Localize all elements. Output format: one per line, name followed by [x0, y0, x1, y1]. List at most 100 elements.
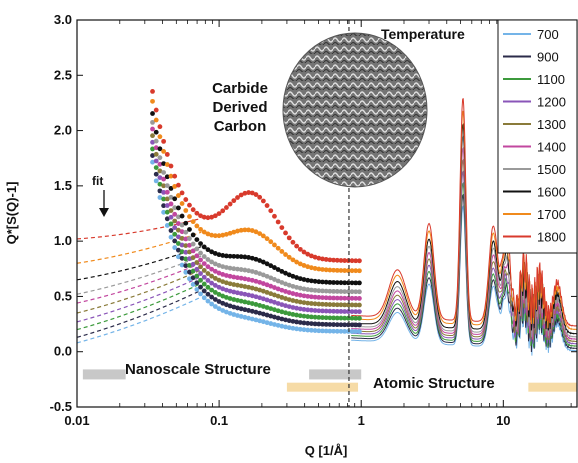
fit-line-1700	[77, 231, 202, 264]
point-900	[260, 311, 266, 317]
point-1100	[305, 314, 311, 319]
point-1800	[286, 235, 292, 241]
point-1400	[249, 277, 255, 283]
point-1700	[342, 268, 348, 273]
point-1500	[345, 289, 351, 295]
point-1800	[327, 257, 333, 263]
point-900	[231, 304, 237, 310]
point-1100	[342, 315, 348, 321]
point-1400	[301, 293, 307, 299]
point-1800	[187, 202, 192, 208]
point-700	[260, 319, 266, 325]
point-1500	[246, 268, 251, 274]
point-700	[242, 314, 248, 320]
point-1500	[242, 267, 248, 273]
point-1600	[323, 279, 329, 285]
point-700	[301, 327, 307, 333]
point-1500	[301, 286, 307, 292]
point-1100	[175, 241, 181, 246]
point-1500	[161, 170, 167, 175]
point-1100	[264, 305, 270, 310]
point-1500	[198, 250, 203, 256]
point-1800	[338, 258, 344, 263]
point-1800	[334, 257, 340, 263]
point-1100	[190, 268, 196, 274]
point-1500	[305, 287, 311, 292]
fit-line-1200	[77, 276, 202, 323]
point-1400	[205, 264, 211, 270]
x-tick-label: 0.01	[64, 413, 89, 428]
point-1700	[290, 257, 296, 263]
point-1400	[179, 229, 185, 235]
point-1400	[216, 270, 222, 276]
point-900	[257, 310, 263, 316]
point-1700	[224, 231, 229, 237]
point-1400	[183, 236, 189, 242]
point-1200	[161, 189, 167, 195]
point-1200	[257, 295, 263, 301]
point-1100	[224, 294, 229, 300]
point-700	[238, 314, 244, 319]
point-1800	[246, 190, 251, 195]
point-900	[205, 291, 211, 297]
point-1100	[290, 312, 296, 317]
point-1800	[268, 208, 274, 214]
point-700	[157, 195, 163, 200]
point-1300	[183, 243, 189, 249]
point-1300	[297, 299, 303, 305]
point-1800	[320, 256, 325, 262]
point-1600	[286, 272, 292, 278]
point-1400	[290, 291, 296, 296]
point-1600	[294, 275, 300, 280]
point-1800	[216, 211, 222, 217]
point-1800	[353, 258, 359, 264]
point-900	[312, 321, 318, 327]
point-700	[246, 315, 251, 321]
point-1600	[334, 280, 340, 285]
point-1100	[172, 231, 178, 237]
point-1500	[220, 264, 226, 270]
point-1500	[224, 265, 229, 270]
point-1200	[349, 309, 355, 314]
point-1200	[224, 287, 229, 293]
point-1700	[201, 229, 207, 235]
point-1100	[286, 311, 292, 317]
point-1700	[153, 117, 159, 123]
point-1500	[338, 289, 344, 294]
point-1100	[157, 181, 163, 187]
point-1300	[334, 302, 340, 308]
point-1200	[264, 297, 270, 303]
point-1100	[238, 298, 244, 304]
point-1500	[320, 288, 325, 294]
point-1100	[253, 302, 259, 307]
point-1700	[316, 266, 322, 272]
point-1600	[283, 270, 288, 276]
point-1300	[212, 275, 218, 281]
point-1800	[342, 258, 348, 263]
point-900	[301, 320, 307, 326]
point-1400	[224, 273, 229, 278]
point-1200	[305, 307, 311, 313]
point-1500	[316, 288, 322, 294]
point-1300	[312, 301, 318, 307]
point-1300	[349, 302, 355, 308]
fit-label: fit	[92, 174, 103, 188]
point-1400	[246, 277, 251, 282]
point-1600	[308, 278, 314, 284]
atomic-band-left	[286, 382, 359, 392]
point-1300	[323, 302, 329, 307]
point-1200	[334, 308, 340, 314]
point-1200	[179, 242, 185, 248]
point-1700	[209, 232, 215, 238]
point-1300	[338, 302, 344, 308]
point-1300	[357, 302, 362, 308]
point-1400	[331, 295, 336, 301]
point-900	[334, 322, 340, 328]
point-900	[272, 314, 277, 320]
point-1300	[257, 287, 263, 293]
point-1800	[264, 203, 270, 208]
point-700	[353, 329, 359, 334]
legend-label-1500: 1500	[537, 162, 566, 177]
point-1200	[301, 306, 307, 312]
point-1700	[187, 214, 192, 219]
